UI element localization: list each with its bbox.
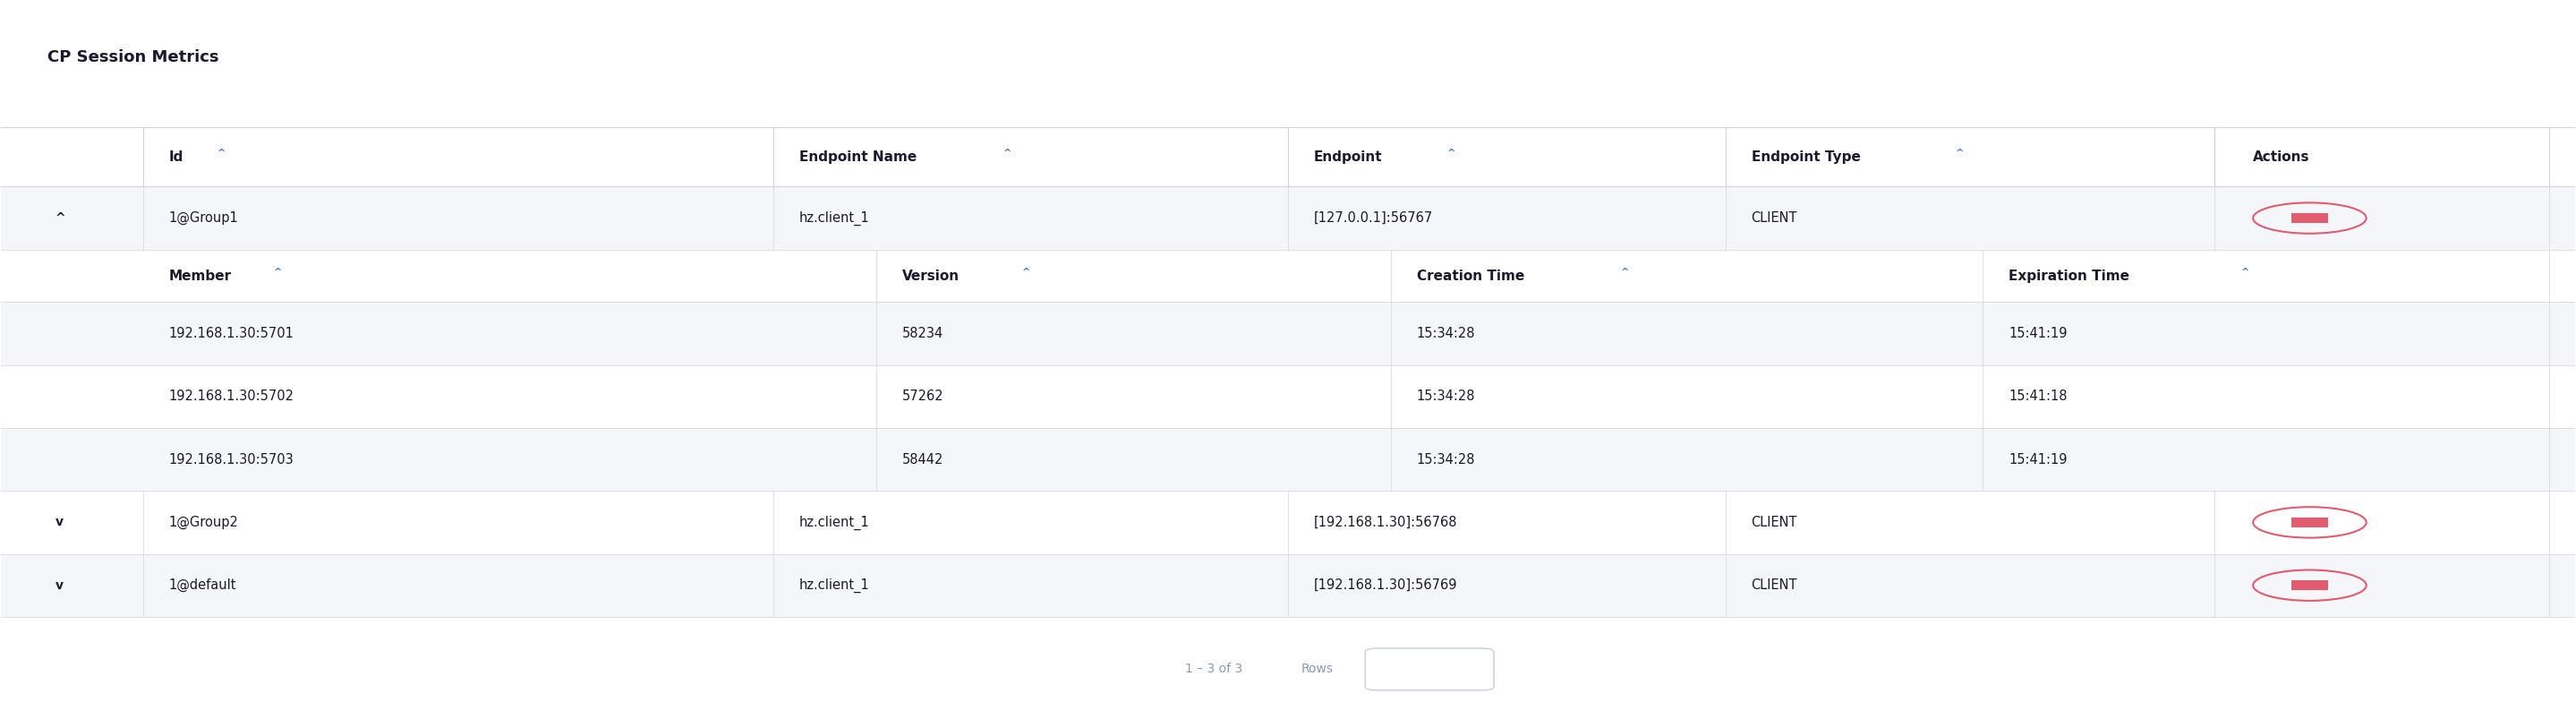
Text: hz.client_1: hz.client_1 bbox=[799, 578, 871, 592]
FancyBboxPatch shape bbox=[0, 302, 2576, 365]
Text: 1@Group2: 1@Group2 bbox=[167, 515, 237, 529]
Text: 192.168.1.30:5703: 192.168.1.30:5703 bbox=[167, 453, 294, 466]
Text: hz.client_1: hz.client_1 bbox=[799, 515, 871, 529]
Text: CLIENT: CLIENT bbox=[1752, 578, 1798, 592]
FancyBboxPatch shape bbox=[2293, 581, 2329, 590]
Text: Rows: Rows bbox=[1301, 663, 1334, 675]
Text: [127.0.0.1]:56767: [127.0.0.1]:56767 bbox=[1314, 211, 1432, 225]
Text: Creation Time: Creation Time bbox=[1417, 269, 1525, 282]
Text: 15:41:19: 15:41:19 bbox=[2009, 453, 2066, 466]
Text: 1 – 3 of 3: 1 – 3 of 3 bbox=[1185, 663, 1242, 675]
Text: 15:41:19: 15:41:19 bbox=[2009, 327, 2066, 340]
Text: Actions: Actions bbox=[2254, 150, 2311, 164]
Text: ^: ^ bbox=[273, 268, 283, 277]
Text: ^: ^ bbox=[216, 149, 227, 158]
Text: Endpoint Type: Endpoint Type bbox=[1752, 150, 1860, 164]
Text: 57262: 57262 bbox=[902, 390, 943, 403]
Text: Member: Member bbox=[167, 269, 232, 282]
Text: Expiration Time: Expiration Time bbox=[2009, 269, 2130, 282]
Text: v: v bbox=[54, 516, 64, 529]
Text: 58234: 58234 bbox=[902, 327, 943, 340]
FancyBboxPatch shape bbox=[0, 428, 2576, 491]
FancyBboxPatch shape bbox=[0, 187, 2576, 250]
Text: 15:34:28: 15:34:28 bbox=[1417, 390, 1476, 403]
FancyBboxPatch shape bbox=[0, 365, 2576, 428]
Text: 15:34:28: 15:34:28 bbox=[1417, 327, 1476, 340]
Text: ^: ^ bbox=[1955, 149, 1965, 158]
Text: 192.168.1.30:5702: 192.168.1.30:5702 bbox=[167, 390, 294, 403]
Text: Endpoint Name: Endpoint Name bbox=[799, 150, 917, 164]
FancyBboxPatch shape bbox=[0, 127, 2576, 187]
Text: ^: ^ bbox=[1023, 268, 1030, 277]
FancyBboxPatch shape bbox=[0, 491, 2576, 554]
Text: ^: ^ bbox=[1005, 149, 1012, 158]
Text: [192.168.1.30]:56768: [192.168.1.30]:56768 bbox=[1314, 516, 1458, 529]
Text: Version: Version bbox=[902, 269, 958, 282]
FancyBboxPatch shape bbox=[0, 250, 2576, 302]
Text: 1@default: 1@default bbox=[167, 578, 237, 592]
Text: Endpoint: Endpoint bbox=[1314, 150, 1383, 164]
FancyBboxPatch shape bbox=[1365, 648, 1494, 690]
Text: CLIENT: CLIENT bbox=[1752, 211, 1798, 225]
FancyBboxPatch shape bbox=[2293, 213, 2329, 223]
Text: hz.client_1: hz.client_1 bbox=[799, 211, 871, 225]
Text: ^: ^ bbox=[1448, 149, 1455, 158]
FancyBboxPatch shape bbox=[0, 554, 2576, 617]
Text: ^: ^ bbox=[54, 212, 67, 225]
Text: 192.168.1.30:5701: 192.168.1.30:5701 bbox=[167, 327, 294, 340]
Text: v: v bbox=[1445, 665, 1453, 677]
Text: v: v bbox=[54, 579, 64, 592]
Text: Id: Id bbox=[167, 150, 183, 164]
Text: 15:41:18: 15:41:18 bbox=[2009, 390, 2066, 403]
FancyBboxPatch shape bbox=[2293, 517, 2329, 527]
Text: CLIENT: CLIENT bbox=[1752, 516, 1798, 529]
Text: CP Session Metrics: CP Session Metrics bbox=[46, 49, 219, 65]
Text: [192.168.1.30]:56769: [192.168.1.30]:56769 bbox=[1314, 578, 1458, 592]
Text: ^: ^ bbox=[2241, 268, 2249, 277]
Text: ^: ^ bbox=[1620, 268, 1631, 277]
Text: 15:34:28: 15:34:28 bbox=[1417, 453, 1476, 466]
Text: 58442: 58442 bbox=[902, 453, 943, 466]
Text: 1@Group1: 1@Group1 bbox=[167, 211, 237, 225]
Text: 10: 10 bbox=[1399, 663, 1414, 675]
